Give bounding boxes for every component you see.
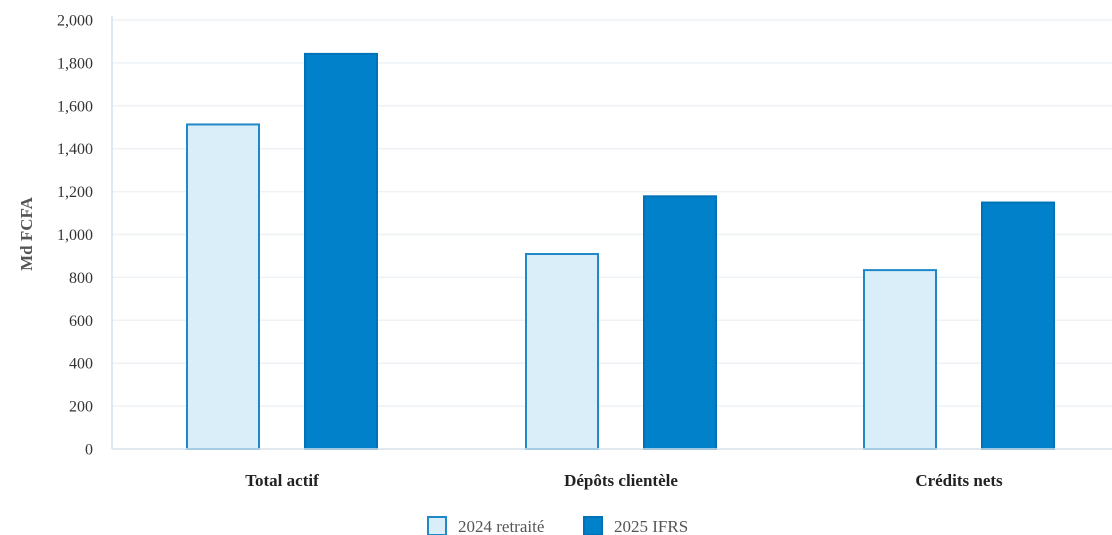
legend-label: 2025 IFRS xyxy=(614,517,688,535)
y-tick-label: 1,200 xyxy=(57,184,93,201)
y-tick-label: 1,800 xyxy=(57,55,93,72)
y-tick-label: 2,000 xyxy=(57,13,93,30)
legend-item[interactable]: 2024 retraité xyxy=(428,517,544,535)
y-tick-label: 1,400 xyxy=(57,141,93,158)
y-tick-label: 1,600 xyxy=(57,98,93,115)
grid-lines xyxy=(112,16,1112,449)
y-tick-label: 600 xyxy=(69,313,93,330)
x-axis-labels: Total actif Dépôts clientèle Crédits nets xyxy=(245,471,1003,490)
legend-swatch xyxy=(584,517,602,535)
y-axis-title: Md FCFA xyxy=(17,196,36,271)
bar-2024-2 xyxy=(864,270,936,449)
legend-item[interactable]: 2025 IFRS xyxy=(584,517,688,535)
x-category-label: Crédits nets xyxy=(915,471,1003,490)
y-tick-label: 800 xyxy=(69,270,93,287)
bars xyxy=(187,54,1054,449)
y-tick-label: 1,000 xyxy=(57,227,93,244)
x-category-label: Total actif xyxy=(245,471,319,490)
y-axis-ticks: 0 200 400 600 800 1,000 1,200 1,400 1,600 1,800 2,… xyxy=(57,13,93,459)
legend-swatch xyxy=(428,517,446,535)
y-tick-label: 200 xyxy=(69,399,93,416)
legend-label: 2024 retraité xyxy=(458,517,544,535)
bar-2024-1 xyxy=(526,254,598,449)
legend: 2024 retraité 2025 IFRS xyxy=(428,517,688,535)
y-tick-label: 400 xyxy=(69,356,93,373)
bar-2025-0 xyxy=(305,54,377,449)
bar-2025-1 xyxy=(644,196,716,449)
bar-2024-0 xyxy=(187,124,259,449)
bar-2025-2 xyxy=(982,203,1054,449)
y-tick-label: 0 xyxy=(85,442,93,459)
x-category-label: Dépôts clientèle xyxy=(564,471,678,490)
